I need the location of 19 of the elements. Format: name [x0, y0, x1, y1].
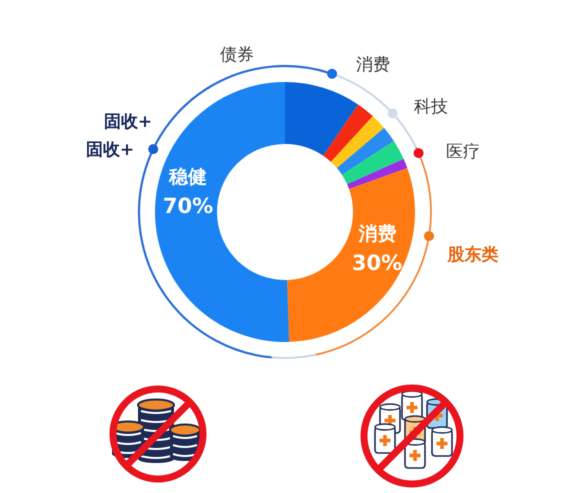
text: 30% — [352, 251, 402, 275]
slice-label: 消费 — [358, 222, 396, 245]
text: 医疗 — [446, 142, 480, 162]
text: 股东类 — [446, 245, 498, 265]
text: 固收+ — [86, 140, 134, 160]
text: 固收+ — [104, 112, 152, 132]
donut-slice — [285, 82, 358, 156]
donut-slice — [323, 104, 373, 162]
donut-slice — [287, 168, 415, 342]
donut-slice — [336, 128, 394, 175]
text: 债券 — [220, 45, 254, 65]
donut-slice — [330, 116, 384, 168]
slice-label: 稳健 — [169, 166, 208, 188]
text: 消费 — [356, 55, 390, 75]
donut-slice — [342, 140, 404, 184]
donut-slice — [347, 158, 408, 189]
text: 科技 — [414, 97, 448, 117]
donut-slice — [155, 82, 290, 342]
text: 70% — [162, 194, 214, 218]
